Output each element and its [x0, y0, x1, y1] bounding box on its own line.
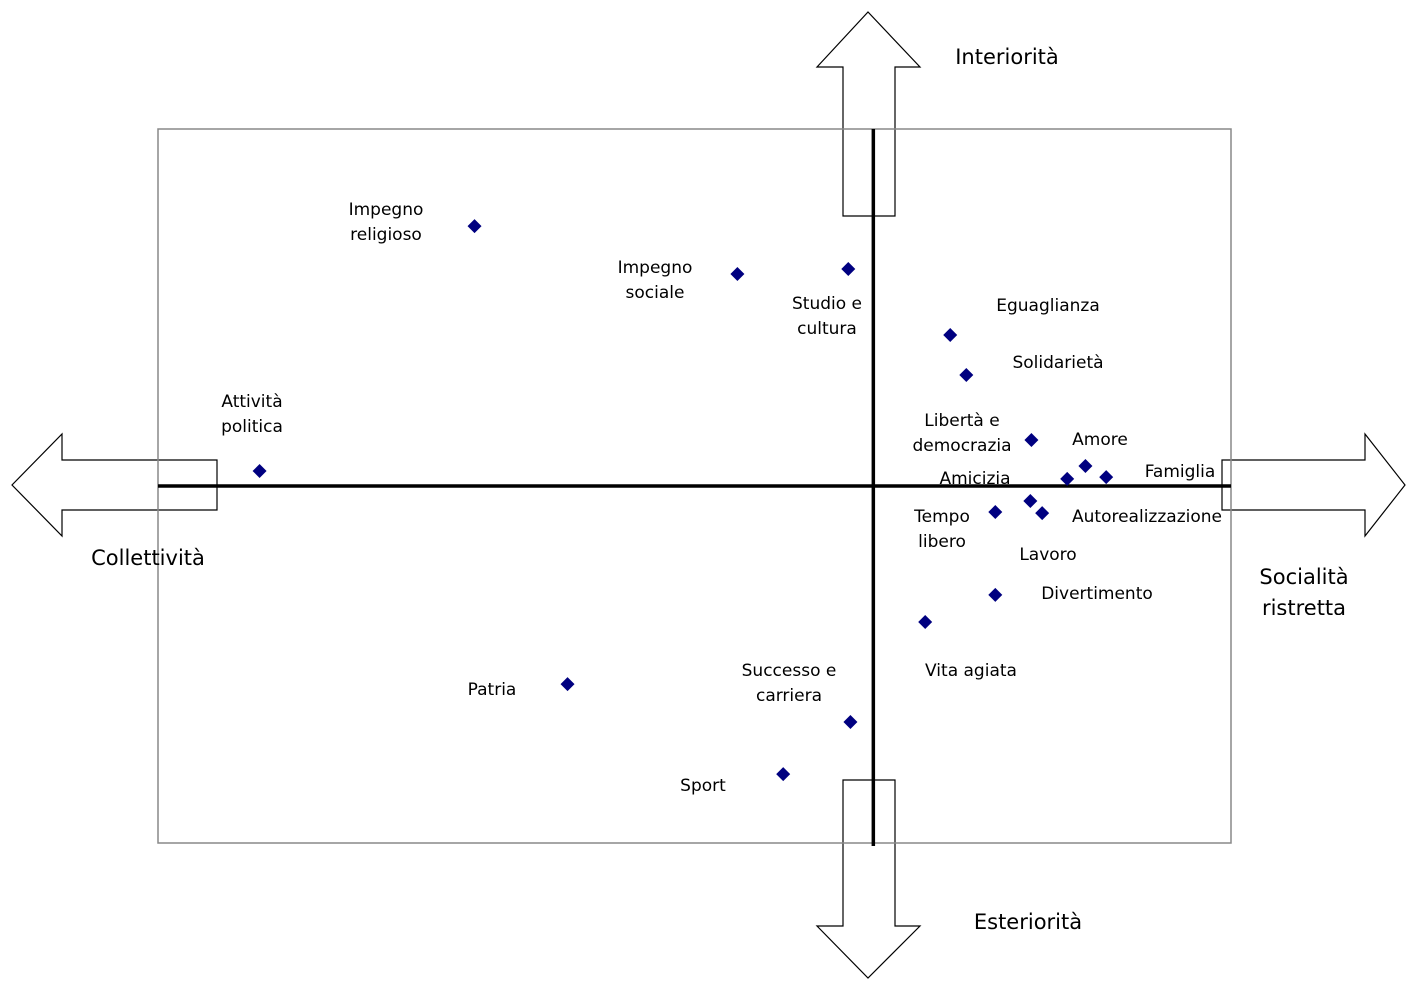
point-label: libero	[918, 532, 966, 552]
point	[252, 464, 267, 479]
point-label: Successo e	[742, 661, 837, 681]
point	[467, 219, 482, 234]
axis-label-right-line: Socialità	[1259, 565, 1348, 589]
point-label: Sport	[680, 776, 726, 796]
point-label: Lavoro	[1019, 545, 1076, 565]
point-label: Patria	[468, 680, 517, 700]
point	[918, 615, 933, 630]
axis-label-right-line: ristretta	[1262, 596, 1346, 620]
point	[988, 505, 1003, 520]
point-label: Amicizia	[939, 469, 1010, 489]
point-label: Solidarietà	[1012, 353, 1103, 373]
point-label: cultura	[797, 319, 857, 339]
arrow-right	[1221, 432, 1406, 538]
point	[988, 587, 1003, 602]
point-label: Studio e	[792, 294, 862, 314]
point	[843, 714, 858, 729]
axis-label-right: Socialità ristretta	[1259, 565, 1348, 620]
point-label: politica	[221, 417, 283, 437]
point-label: religioso	[350, 225, 422, 245]
arrow-left	[11, 432, 218, 538]
point	[1024, 432, 1039, 447]
point	[1060, 471, 1075, 486]
point-label: democrazia	[912, 436, 1011, 456]
point-label: Autorealizzazione	[1072, 507, 1222, 527]
point	[1078, 459, 1093, 474]
point-label: Amore	[1072, 430, 1128, 450]
point-label: Divertimento	[1041, 584, 1153, 604]
point-label: Impegno	[618, 258, 693, 278]
axis-label-bottom: Esteriorità	[974, 910, 1082, 934]
point	[1035, 506, 1050, 521]
point	[841, 261, 856, 276]
point-label: Impegno	[349, 200, 424, 220]
axis-label-left: Collettività	[91, 546, 205, 570]
point-label: Vita agiata	[925, 661, 1017, 681]
point-label: Famiglia	[1145, 462, 1216, 482]
arrow-up	[815, 11, 922, 217]
point	[959, 367, 974, 382]
point-label: Tempo	[913, 507, 970, 527]
point-label: Libertà e	[924, 411, 999, 431]
point	[560, 677, 575, 692]
point	[1023, 493, 1038, 508]
point	[776, 767, 791, 782]
point-label: sociale	[626, 283, 685, 303]
point	[943, 327, 958, 342]
point	[730, 266, 745, 281]
arrow-down	[815, 779, 922, 979]
point-label: Attività	[221, 392, 282, 412]
axis-label-top: Interiorità	[955, 45, 1059, 69]
point-label: Eguaglianza	[996, 296, 1100, 316]
point	[1099, 470, 1114, 485]
point-label: carriera	[756, 686, 822, 706]
